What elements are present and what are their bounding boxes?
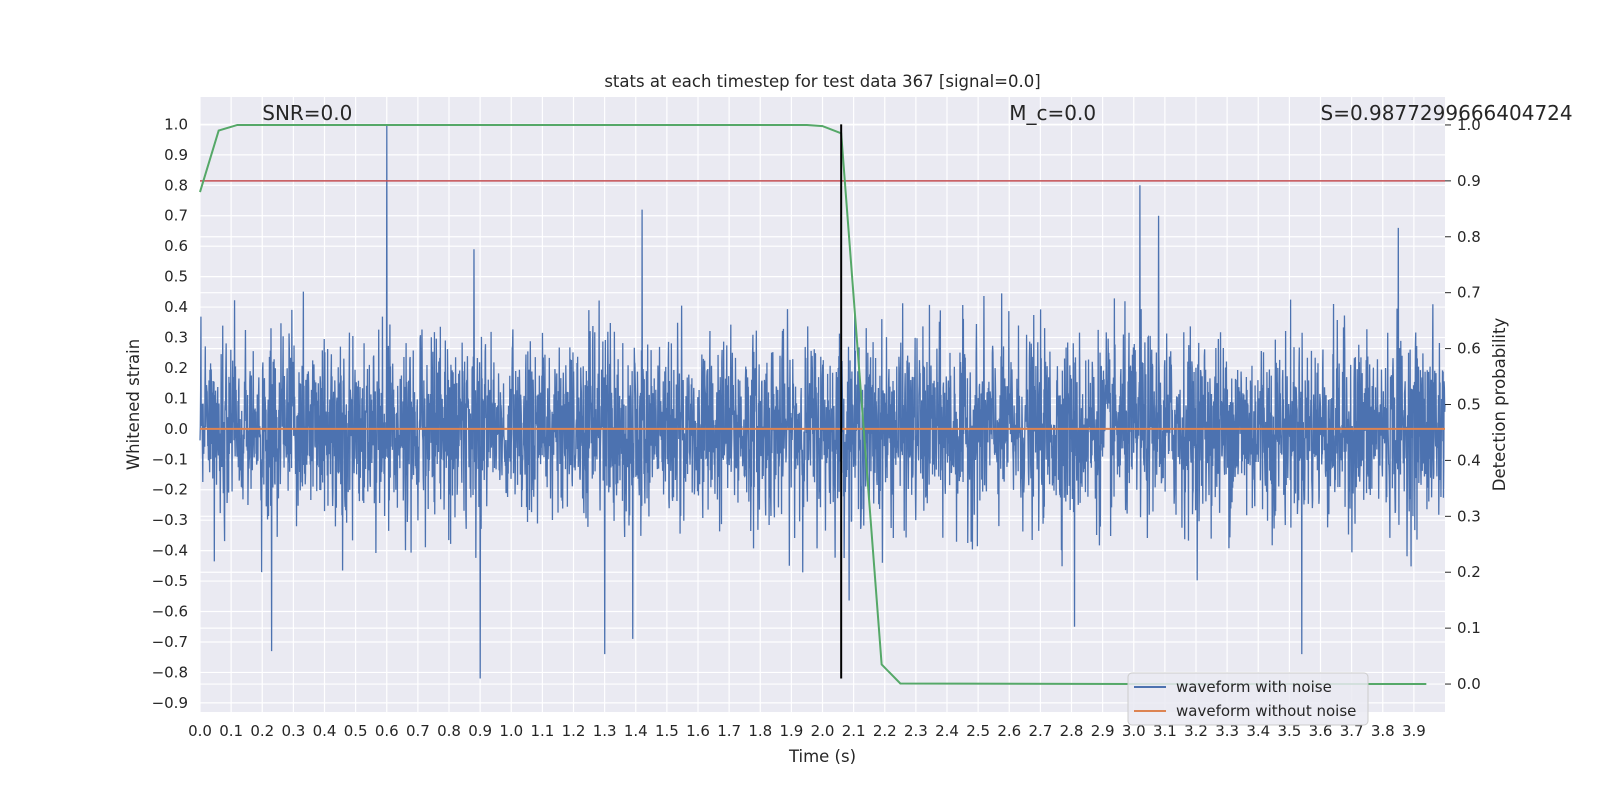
series-layer: [199, 123, 1446, 686]
y2-tick-label: 0.3: [1457, 507, 1481, 525]
y-tick-label: −0.2: [152, 481, 188, 499]
x-tick-label: 3.1: [1153, 722, 1177, 740]
y2-tick-label: 0.8: [1457, 228, 1481, 246]
x-tick-label: 1.3: [593, 722, 617, 740]
x-tick-label: 1.7: [717, 722, 741, 740]
x-tick-label: 1.6: [686, 722, 710, 740]
y-tick-label: 0.7: [164, 207, 188, 225]
y2-tick-label: 1.0: [1457, 116, 1481, 134]
y2-tick-label: 0.1: [1457, 619, 1481, 637]
y-tick-label: 0.8: [164, 176, 188, 194]
y-tick-label: 0.0: [164, 420, 188, 438]
x-tick-label: 2.3: [904, 722, 928, 740]
y2-tick-label: 0.4: [1457, 451, 1481, 469]
x-tick-label: 3.3: [1215, 722, 1239, 740]
x-tick-label: 1.9: [779, 722, 803, 740]
x-tick-label: 1.5: [655, 722, 679, 740]
x-tick-label: 2.8: [1060, 722, 1084, 740]
y-tick-label: 1.0: [164, 115, 188, 133]
y-tick-label: −0.9: [152, 694, 188, 712]
x-tick-label: 3.7: [1340, 722, 1364, 740]
x-tick-label: 2.0: [811, 722, 835, 740]
y2-tick-label: 0.9: [1457, 172, 1481, 190]
axes: 0.0 0.1 0.2 0.3 0.4 0.5 0.6 0.7 0.8 0.9 1.0 1.1 1.2 1…: [152, 115, 1481, 740]
x-tick-label: 3.5: [1277, 722, 1301, 740]
x-tick-label: 0.8: [437, 722, 461, 740]
y-tick-label: −0.1: [152, 450, 188, 468]
x-tick-label: 2.6: [997, 722, 1021, 740]
x-tick-label: 0.2: [250, 722, 274, 740]
x-tick-label: 2.9: [1091, 722, 1115, 740]
x-tick-label: 1.4: [624, 722, 648, 740]
y-tick-label: −0.6: [152, 603, 188, 621]
x-tick-label: 2.5: [966, 722, 990, 740]
y-tick-label: −0.3: [152, 511, 188, 529]
x-tick-label: 0.9: [468, 722, 492, 740]
y-tick-label: −0.5: [152, 572, 188, 590]
legend-label: waveform without noise: [1176, 702, 1356, 720]
annotation-text: M_c=0.0: [1009, 101, 1096, 125]
y-axis-label: Whitened strain: [124, 339, 143, 470]
y2-tick-label: 0.2: [1457, 563, 1481, 581]
x-tick-label: 0.7: [406, 722, 430, 740]
y-tick-label: 0.5: [164, 268, 188, 286]
annotation-text: SNR=0.0: [262, 101, 352, 125]
x-tick-label: 2.1: [842, 722, 866, 740]
x-tick-label: 3.9: [1402, 722, 1426, 740]
chart-title: stats at each timestep for test data 367…: [604, 72, 1040, 91]
x-tick-label: 3.2: [1184, 722, 1208, 740]
x-tick-label: 1.1: [530, 722, 554, 740]
y2-tick-label: 0.6: [1457, 340, 1481, 358]
y-tick-label: 0.6: [164, 237, 188, 255]
y-tick-label: −0.4: [152, 542, 188, 560]
x-tick-label: 1.0: [499, 722, 523, 740]
y-tick-label: 0.9: [164, 146, 188, 164]
y2-tick-label: 0.5: [1457, 396, 1481, 414]
x-tick-label: 0.3: [281, 722, 305, 740]
y-tick-label: 0.1: [164, 389, 188, 407]
annotations: SNR=0.0 M_c=0.0 S=0.9877299666404724: [262, 101, 1572, 125]
series-waveform-with-noise: [199, 124, 1446, 679]
series-detection-probability: [199, 123, 1427, 686]
x-tick-label: 3.8: [1371, 722, 1395, 740]
x-tick-label: 0.5: [344, 722, 368, 740]
x-tick-label: 3.0: [1122, 722, 1146, 740]
x-tick-label: 0.6: [375, 722, 399, 740]
legend: waveform with noise waveform without nois…: [1127, 672, 1369, 726]
legend-box: [1127, 672, 1369, 726]
annotation-text: S=0.9877299666404724: [1321, 101, 1573, 125]
x-tick-label: 3.4: [1246, 722, 1270, 740]
x-tick-label: 0.1: [219, 722, 243, 740]
x-axis-label: Time (s): [788, 747, 856, 766]
y2-axis-label: Detection probability: [1490, 318, 1509, 492]
x-tick-label: 3.6: [1309, 722, 1333, 740]
y-tick-label: 0.4: [164, 298, 188, 316]
y-tick-label: 0.3: [164, 329, 188, 347]
x-tick-label: 2.7: [1028, 722, 1052, 740]
x-tick-label: 1.2: [562, 722, 586, 740]
x-tick-label: 0.4: [313, 722, 337, 740]
y2-tick-label: 0.0: [1457, 675, 1481, 693]
legend-label: waveform with noise: [1176, 678, 1332, 696]
x-tick-label: 1.8: [748, 722, 772, 740]
y-tick-label: −0.8: [152, 663, 188, 681]
x-tick-label: 2.2: [873, 722, 897, 740]
x-tick-label: 2.4: [935, 722, 959, 740]
y2-tick-label: 0.7: [1457, 284, 1481, 302]
x-tick-label: 0.0: [188, 722, 212, 740]
y-tick-label: −0.7: [152, 633, 188, 651]
y-tick-label: 0.2: [164, 359, 188, 377]
